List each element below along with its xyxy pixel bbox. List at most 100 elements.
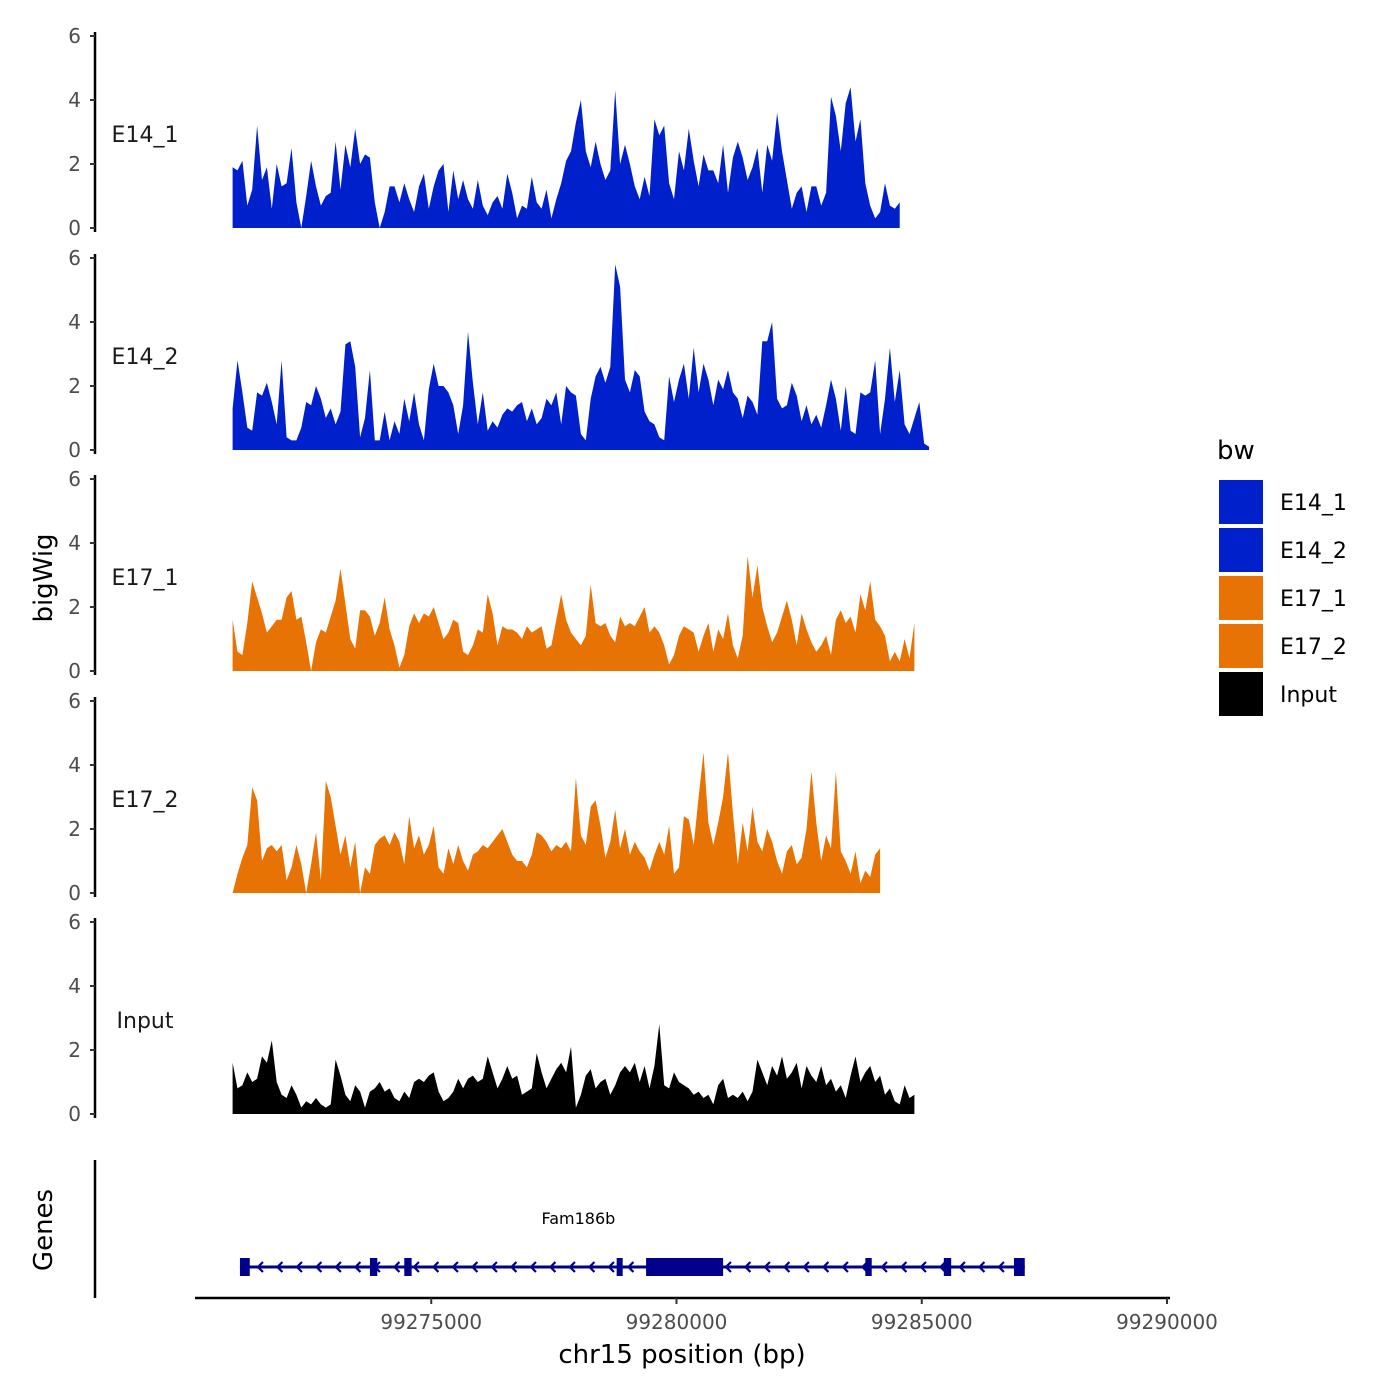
track-label: E17_1 bbox=[112, 566, 179, 591]
y-axis-title: bigWig bbox=[29, 533, 59, 622]
strand-arrow bbox=[314, 1261, 323, 1273]
gene-exon bbox=[646, 1258, 724, 1276]
gene-exon bbox=[1013, 1258, 1025, 1276]
strand-arrow bbox=[880, 1261, 888, 1273]
track-Input: 0 2 4 6 Input bbox=[68, 910, 915, 1126]
strand-arrow bbox=[626, 1261, 635, 1273]
strand-arrow bbox=[568, 1261, 576, 1273]
legend: bw E14_1 E14_2 E17_1 E17_2 Input bbox=[1217, 436, 1347, 716]
strand-arrow bbox=[295, 1261, 303, 1273]
legend-label: Input bbox=[1280, 683, 1337, 708]
legend-label: E14_2 bbox=[1280, 539, 1347, 564]
strand-arrow bbox=[782, 1261, 791, 1273]
strand-arrow bbox=[977, 1261, 986, 1273]
track-E17_2: 0 2 4 6 E17_2 bbox=[68, 689, 881, 905]
y-tick-label: 4 bbox=[68, 974, 81, 998]
y-tick-label: 4 bbox=[68, 310, 81, 334]
x-tick-label: 99285000 bbox=[871, 1310, 973, 1334]
y-tick-label: 4 bbox=[68, 753, 81, 777]
strand-arrow bbox=[353, 1261, 362, 1273]
strand-arrow bbox=[743, 1261, 752, 1273]
strand-arrow bbox=[509, 1261, 518, 1273]
legend-key-E14_2 bbox=[1219, 528, 1263, 572]
y-tick-label: 0 bbox=[68, 216, 81, 240]
strand-arrow bbox=[724, 1261, 732, 1273]
track-label: E14_2 bbox=[112, 345, 179, 370]
legend-label: E17_2 bbox=[1280, 635, 1347, 660]
strand-arrow bbox=[334, 1261, 342, 1273]
signal-area-E17_1 bbox=[232, 555, 915, 671]
strand-arrow bbox=[821, 1261, 830, 1273]
signal-area-E14_2 bbox=[232, 264, 930, 450]
legend-label: E14_1 bbox=[1280, 491, 1347, 516]
y-tick-label: 2 bbox=[68, 152, 81, 176]
strand-arrow bbox=[899, 1261, 908, 1273]
legend-key-Input bbox=[1219, 672, 1263, 716]
track-label: E14_1 bbox=[112, 123, 179, 148]
y-tick-label: 2 bbox=[68, 374, 81, 398]
track-E17_1: 0 2 4 6 E17_1 bbox=[68, 467, 915, 683]
genes-axis-title: Genes bbox=[29, 1189, 59, 1271]
x-axis: 99275000 99280000 99285000 99290000 bbox=[195, 1296, 1218, 1334]
legend-key-E14_1 bbox=[1219, 480, 1263, 524]
strand-arrow bbox=[431, 1261, 440, 1273]
track-E14_2: 0 2 4 6 E14_2 bbox=[68, 246, 930, 462]
genes-panel: Fam186b bbox=[93, 1160, 1025, 1298]
strand-arrow bbox=[392, 1261, 401, 1273]
strand-arrow bbox=[412, 1261, 420, 1273]
gene-exon bbox=[404, 1258, 412, 1276]
gene-label: Fam186b bbox=[541, 1209, 615, 1228]
strand-arrow bbox=[587, 1261, 596, 1273]
track-E14_1: 0 2 4 6 E14_1 bbox=[68, 24, 900, 240]
x-tick-label: 99290000 bbox=[1116, 1310, 1218, 1334]
gene-exon bbox=[865, 1258, 872, 1276]
y-tick-label: 2 bbox=[68, 1038, 81, 1062]
strand-arrow bbox=[451, 1261, 459, 1273]
legend-key-E17_2 bbox=[1219, 624, 1263, 668]
strand-arrow bbox=[548, 1261, 557, 1273]
signal-area-E17_2 bbox=[232, 752, 881, 893]
signal-area-E14_1 bbox=[232, 87, 900, 228]
track-label: Input bbox=[117, 1009, 174, 1034]
x-tick-label: 99280000 bbox=[626, 1310, 728, 1334]
legend-key-E17_1 bbox=[1219, 576, 1263, 620]
strand-arrow bbox=[256, 1261, 264, 1273]
x-axis-title: chr15 position (bp) bbox=[558, 1340, 805, 1370]
strand-arrow bbox=[529, 1261, 537, 1273]
legend-title: bw bbox=[1217, 436, 1255, 466]
signal-area-Input bbox=[232, 1024, 915, 1114]
gene-exon bbox=[239, 1258, 250, 1276]
y-tick-label: 0 bbox=[68, 1102, 81, 1126]
y-tick-label: 0 bbox=[68, 438, 81, 462]
y-tick-label: 0 bbox=[68, 881, 81, 905]
strand-arrow bbox=[802, 1261, 810, 1273]
y-tick-label: 0 bbox=[68, 659, 81, 683]
y-tick-label: 6 bbox=[68, 467, 81, 491]
strand-arrow bbox=[470, 1261, 479, 1273]
strand-arrow bbox=[997, 1261, 1005, 1273]
strand-arrow bbox=[958, 1261, 966, 1273]
y-tick-label: 4 bbox=[68, 531, 81, 555]
x-tick-label: 99275000 bbox=[380, 1310, 482, 1334]
y-tick-label: 6 bbox=[68, 910, 81, 934]
strand-arrow bbox=[490, 1261, 498, 1273]
strand-arrow bbox=[938, 1261, 947, 1273]
strand-arrow bbox=[275, 1261, 284, 1273]
y-tick-label: 6 bbox=[68, 689, 81, 713]
y-tick-label: 6 bbox=[68, 24, 81, 48]
track-label: E17_2 bbox=[112, 788, 179, 813]
signal-tracks: 0 2 4 6 E14_1 0 2 4 6 E14_2 0 2 4 6 E17_1 0 2 4 6 E17_2 0 2 4 6… bbox=[68, 24, 930, 1126]
gene-exon bbox=[943, 1258, 952, 1276]
y-tick-label: 6 bbox=[68, 246, 81, 270]
gene-exon bbox=[616, 1258, 623, 1276]
legend-label: E17_1 bbox=[1280, 587, 1347, 612]
strand-arrow bbox=[841, 1261, 849, 1273]
strand-arrow bbox=[763, 1261, 771, 1273]
strand-arrow bbox=[607, 1261, 615, 1273]
y-tick-label: 2 bbox=[68, 595, 81, 619]
y-tick-label: 2 bbox=[68, 817, 81, 841]
gene-exon bbox=[369, 1258, 378, 1276]
strand-arrow bbox=[919, 1261, 927, 1273]
y-tick-label: 4 bbox=[68, 88, 81, 112]
